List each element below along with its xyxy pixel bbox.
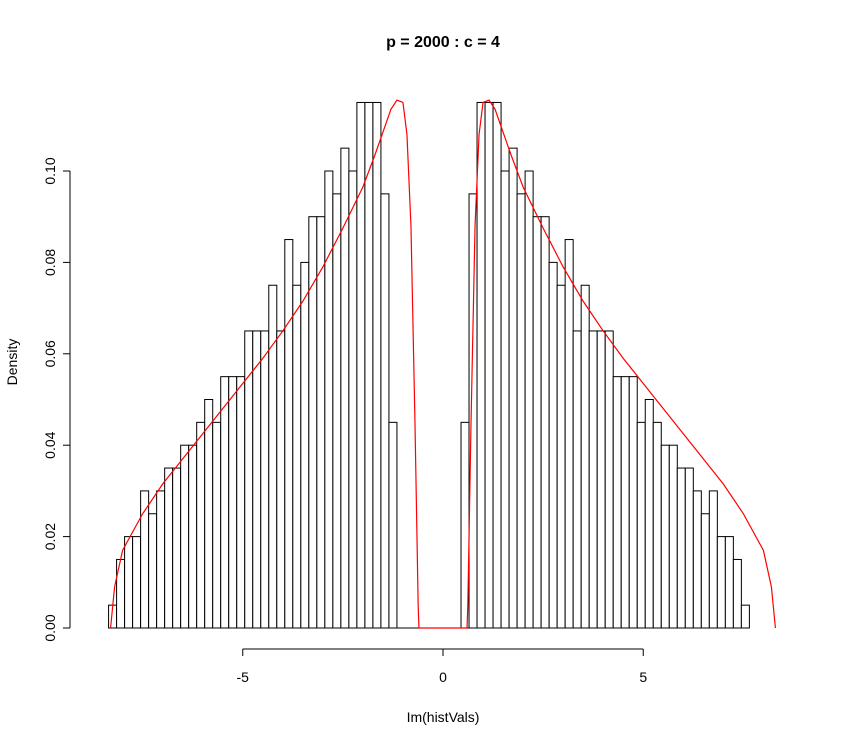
histogram-bar	[132, 536, 142, 629]
chart-title: p = 2000 : c = 4	[386, 34, 500, 51]
x-tick-label: 5	[639, 669, 647, 685]
histogram-bar	[732, 558, 742, 629]
histogram-bar	[708, 490, 718, 629]
histogram-bar	[548, 261, 558, 629]
histogram-bar	[300, 261, 310, 629]
y-axis: 0.00 0.02 0.04 0.06 0.08 0.10	[42, 157, 71, 642]
histogram-bar	[364, 101, 374, 629]
histogram-bar	[284, 239, 294, 629]
histogram-bar	[156, 490, 166, 629]
histogram-bar	[164, 467, 174, 629]
histogram-bar	[652, 421, 662, 629]
histogram-bar	[220, 376, 230, 629]
histogram-bar	[316, 216, 326, 629]
histogram-bar	[556, 284, 566, 629]
histogram-bar	[564, 239, 574, 629]
y-axis-label: Density	[4, 339, 20, 386]
histogram-bar	[692, 490, 702, 629]
histogram-bar	[228, 376, 238, 629]
histogram-bar	[508, 147, 518, 629]
histogram-bar	[180, 444, 190, 629]
histogram-bar	[540, 216, 550, 629]
histogram-bar	[372, 101, 382, 629]
density-curve	[109, 99, 777, 629]
histogram-bar	[604, 330, 614, 629]
histogram-bar	[500, 170, 510, 629]
histogram-bar	[196, 421, 206, 629]
histogram-bar	[476, 101, 486, 629]
y-tick-label: 0.10	[42, 157, 58, 184]
histogram-bar	[740, 604, 750, 629]
histogram-bar	[484, 101, 494, 629]
histogram-bar	[172, 467, 182, 629]
histogram-bar	[468, 193, 478, 629]
x-tick-label: -5	[237, 669, 250, 685]
y-tick-label: 0.02	[42, 523, 58, 550]
histogram-bar	[252, 330, 262, 629]
histogram-bar	[388, 421, 398, 629]
histogram-bar	[588, 330, 598, 629]
histogram-bar	[700, 513, 710, 629]
histogram-bar	[292, 284, 302, 629]
histogram-bar	[340, 147, 350, 629]
histogram-bar	[324, 170, 334, 629]
histogram-bar	[492, 101, 502, 629]
histogram-bar	[524, 170, 534, 629]
histogram-bar	[268, 284, 278, 629]
histogram-bar	[124, 536, 134, 629]
histogram-bar	[236, 376, 246, 629]
histogram-bar	[676, 467, 686, 629]
histogram-bar	[724, 536, 734, 629]
histogram-bar	[636, 421, 646, 629]
histogram-bar	[332, 193, 342, 629]
y-tick-label: 0.00	[42, 614, 58, 641]
histogram-bar	[580, 284, 590, 629]
x-tick-label: 0	[439, 669, 447, 685]
y-tick-label: 0.04	[42, 431, 58, 458]
histogram-bar	[628, 376, 638, 629]
histogram-bar	[684, 467, 694, 629]
histogram-bars	[108, 101, 750, 629]
histogram-bar	[516, 193, 526, 629]
histogram-bar	[204, 399, 214, 629]
histogram-bar	[276, 330, 286, 629]
histogram-bar	[148, 513, 158, 629]
histogram-bar	[644, 399, 654, 629]
x-axis: -5 0 5	[237, 648, 647, 685]
x-axis-label: Im(histVals)	[407, 709, 480, 725]
histogram-bar	[620, 376, 630, 629]
histogram-bar	[260, 330, 270, 629]
histogram-bar	[188, 444, 198, 629]
histogram-bar	[380, 193, 390, 629]
histogram-bar	[716, 536, 726, 629]
histogram-bar	[612, 376, 622, 629]
histogram-bar	[596, 330, 606, 629]
histogram-bar	[668, 444, 678, 629]
histogram-bar	[660, 444, 670, 629]
y-tick-label: 0.08	[42, 249, 58, 276]
histogram-bar	[212, 421, 222, 629]
histogram-bar	[348, 170, 358, 629]
y-tick-label: 0.06	[42, 340, 58, 367]
histogram-bar	[572, 330, 582, 629]
histogram-bar	[532, 216, 542, 629]
histogram-bar	[356, 101, 366, 629]
